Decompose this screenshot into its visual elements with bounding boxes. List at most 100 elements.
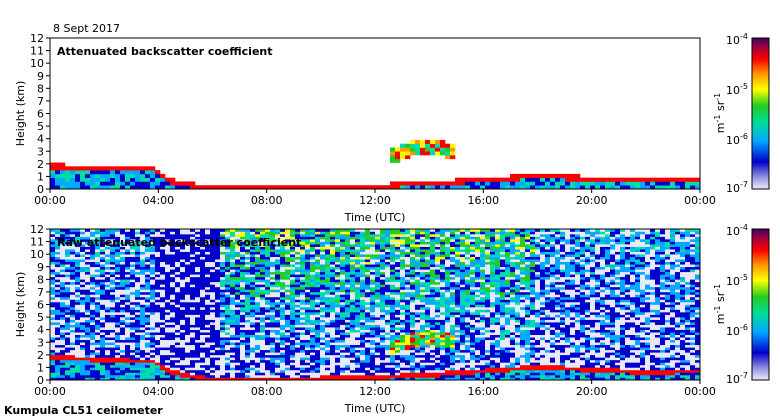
backscatter-cell <box>250 372 256 376</box>
backscatter-cell <box>420 234 426 237</box>
backscatter-cell <box>370 276 376 280</box>
backscatter-cell <box>255 271 261 275</box>
backscatter-cell <box>325 329 331 333</box>
backscatter-cell <box>420 231 426 235</box>
backscatter-cell <box>345 332 351 335</box>
backscatter-cell <box>530 177 536 182</box>
backscatter-cell <box>90 281 96 285</box>
backscatter-cell <box>420 372 426 376</box>
backscatter-cell <box>215 352 221 356</box>
backscatter-cell <box>60 185 66 189</box>
backscatter-cell <box>105 324 111 328</box>
backscatter-cell <box>150 254 156 257</box>
backscatter-cell <box>190 256 196 260</box>
colorbar-scale <box>751 37 770 190</box>
backscatter-cell <box>325 364 331 368</box>
backscatter-cell <box>360 261 366 265</box>
backscatter-cell <box>225 234 231 237</box>
backscatter-cell <box>50 173 56 178</box>
backscatter-cell <box>180 249 186 252</box>
backscatter-cell <box>110 307 116 310</box>
backscatter-cell <box>295 339 301 343</box>
backscatter-cell <box>260 269 266 273</box>
backscatter-cell <box>265 229 271 232</box>
backscatter-cell <box>450 155 456 160</box>
backscatter-cell <box>100 279 106 283</box>
backscatter-cell <box>535 173 541 178</box>
backscatter-cell <box>185 231 191 235</box>
backscatter-cell <box>340 327 346 330</box>
backscatter-cell <box>85 266 91 270</box>
backscatter-cell <box>140 374 146 378</box>
backscatter-cell <box>85 324 91 328</box>
backscatter-cell <box>180 301 186 305</box>
backscatter-cell <box>120 347 126 351</box>
backscatter-cell <box>400 329 406 333</box>
backscatter-cell <box>260 362 266 366</box>
backscatter-cell <box>370 249 376 252</box>
backscatter-cell <box>365 291 371 295</box>
backscatter-cell <box>100 234 106 237</box>
backscatter-cell <box>195 241 201 245</box>
backscatter-cell <box>230 357 236 361</box>
backscatter-cell <box>190 307 196 310</box>
backscatter-cell <box>410 322 416 325</box>
backscatter-cell <box>125 374 131 378</box>
backscatter-cell <box>415 281 421 285</box>
backscatter-cell <box>155 266 161 270</box>
backscatter-cell <box>175 296 181 300</box>
backscatter-cell <box>120 269 126 273</box>
backscatter-cell <box>380 286 386 290</box>
backscatter-cell <box>395 327 401 330</box>
backscatter-cell <box>340 354 346 358</box>
backscatter-cell <box>80 329 86 333</box>
backscatter-cell <box>290 274 296 278</box>
backscatter-cell <box>405 291 411 295</box>
backscatter-cell <box>215 279 221 283</box>
backscatter-cell <box>90 352 96 356</box>
backscatter-cell <box>150 234 156 237</box>
backscatter-cell <box>270 309 276 313</box>
backscatter-cell <box>255 229 261 232</box>
backscatter-cell <box>260 319 266 323</box>
backscatter-cell <box>250 244 256 247</box>
backscatter-cell <box>445 155 451 160</box>
backscatter-cell <box>50 364 56 368</box>
backscatter-cell <box>55 254 61 257</box>
backscatter-cell <box>210 246 216 250</box>
backscatter-cell <box>295 249 301 252</box>
backscatter-cell <box>225 229 231 232</box>
backscatter-cell <box>130 327 136 330</box>
backscatter-cell <box>150 266 156 270</box>
backscatter-cell <box>325 299 331 303</box>
backscatter-cell <box>315 296 321 300</box>
backscatter-cell <box>130 317 136 320</box>
backscatter-cell <box>210 339 216 343</box>
backscatter-cell <box>305 281 311 285</box>
backscatter-cell <box>375 357 381 361</box>
backscatter-cell <box>70 170 76 175</box>
backscatter-cell <box>50 294 56 298</box>
backscatter-cell <box>125 254 131 257</box>
backscatter-cell <box>375 254 381 257</box>
backscatter-cell <box>230 359 236 363</box>
backscatter-cell <box>250 364 256 368</box>
backscatter-cell <box>250 329 256 333</box>
backscatter-cell <box>250 281 256 285</box>
backscatter-cell <box>85 339 91 343</box>
backscatter-cell <box>295 314 301 318</box>
backscatter-cell <box>455 177 461 182</box>
backscatter-cell <box>105 377 111 380</box>
backscatter-cell <box>210 296 216 300</box>
backscatter-cell <box>385 266 391 270</box>
backscatter-cell <box>95 256 101 260</box>
backscatter-cell <box>225 239 231 242</box>
backscatter-cell <box>370 279 376 283</box>
backscatter-cell <box>390 155 396 160</box>
backscatter-cell <box>355 291 361 295</box>
backscatter-cell <box>315 281 321 285</box>
backscatter-cell <box>60 291 66 295</box>
backscatter-cell <box>230 352 236 356</box>
backscatter-cell <box>105 177 111 182</box>
backscatter-cell <box>365 264 371 268</box>
